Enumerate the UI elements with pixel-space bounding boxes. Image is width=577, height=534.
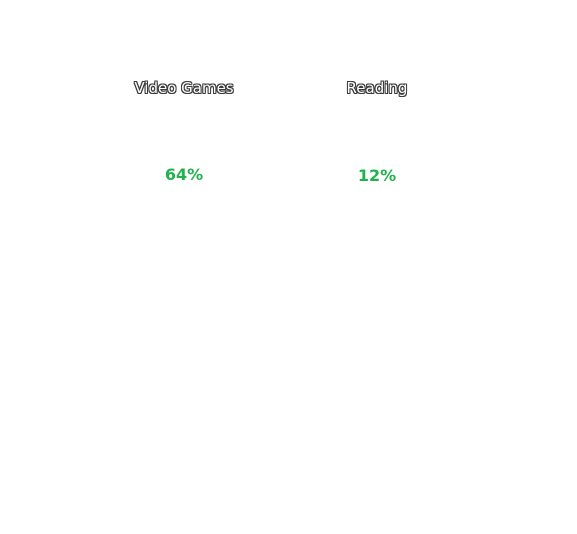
stat-value: 64% <box>164 165 204 184</box>
stat-value: 12% <box>357 166 397 185</box>
stat-reading: Reading 12% <box>287 77 467 185</box>
stat-label: Reading <box>346 79 408 97</box>
stat-label: Video Games <box>134 79 234 97</box>
stat-video-games: Video Games 64% <box>94 77 274 184</box>
